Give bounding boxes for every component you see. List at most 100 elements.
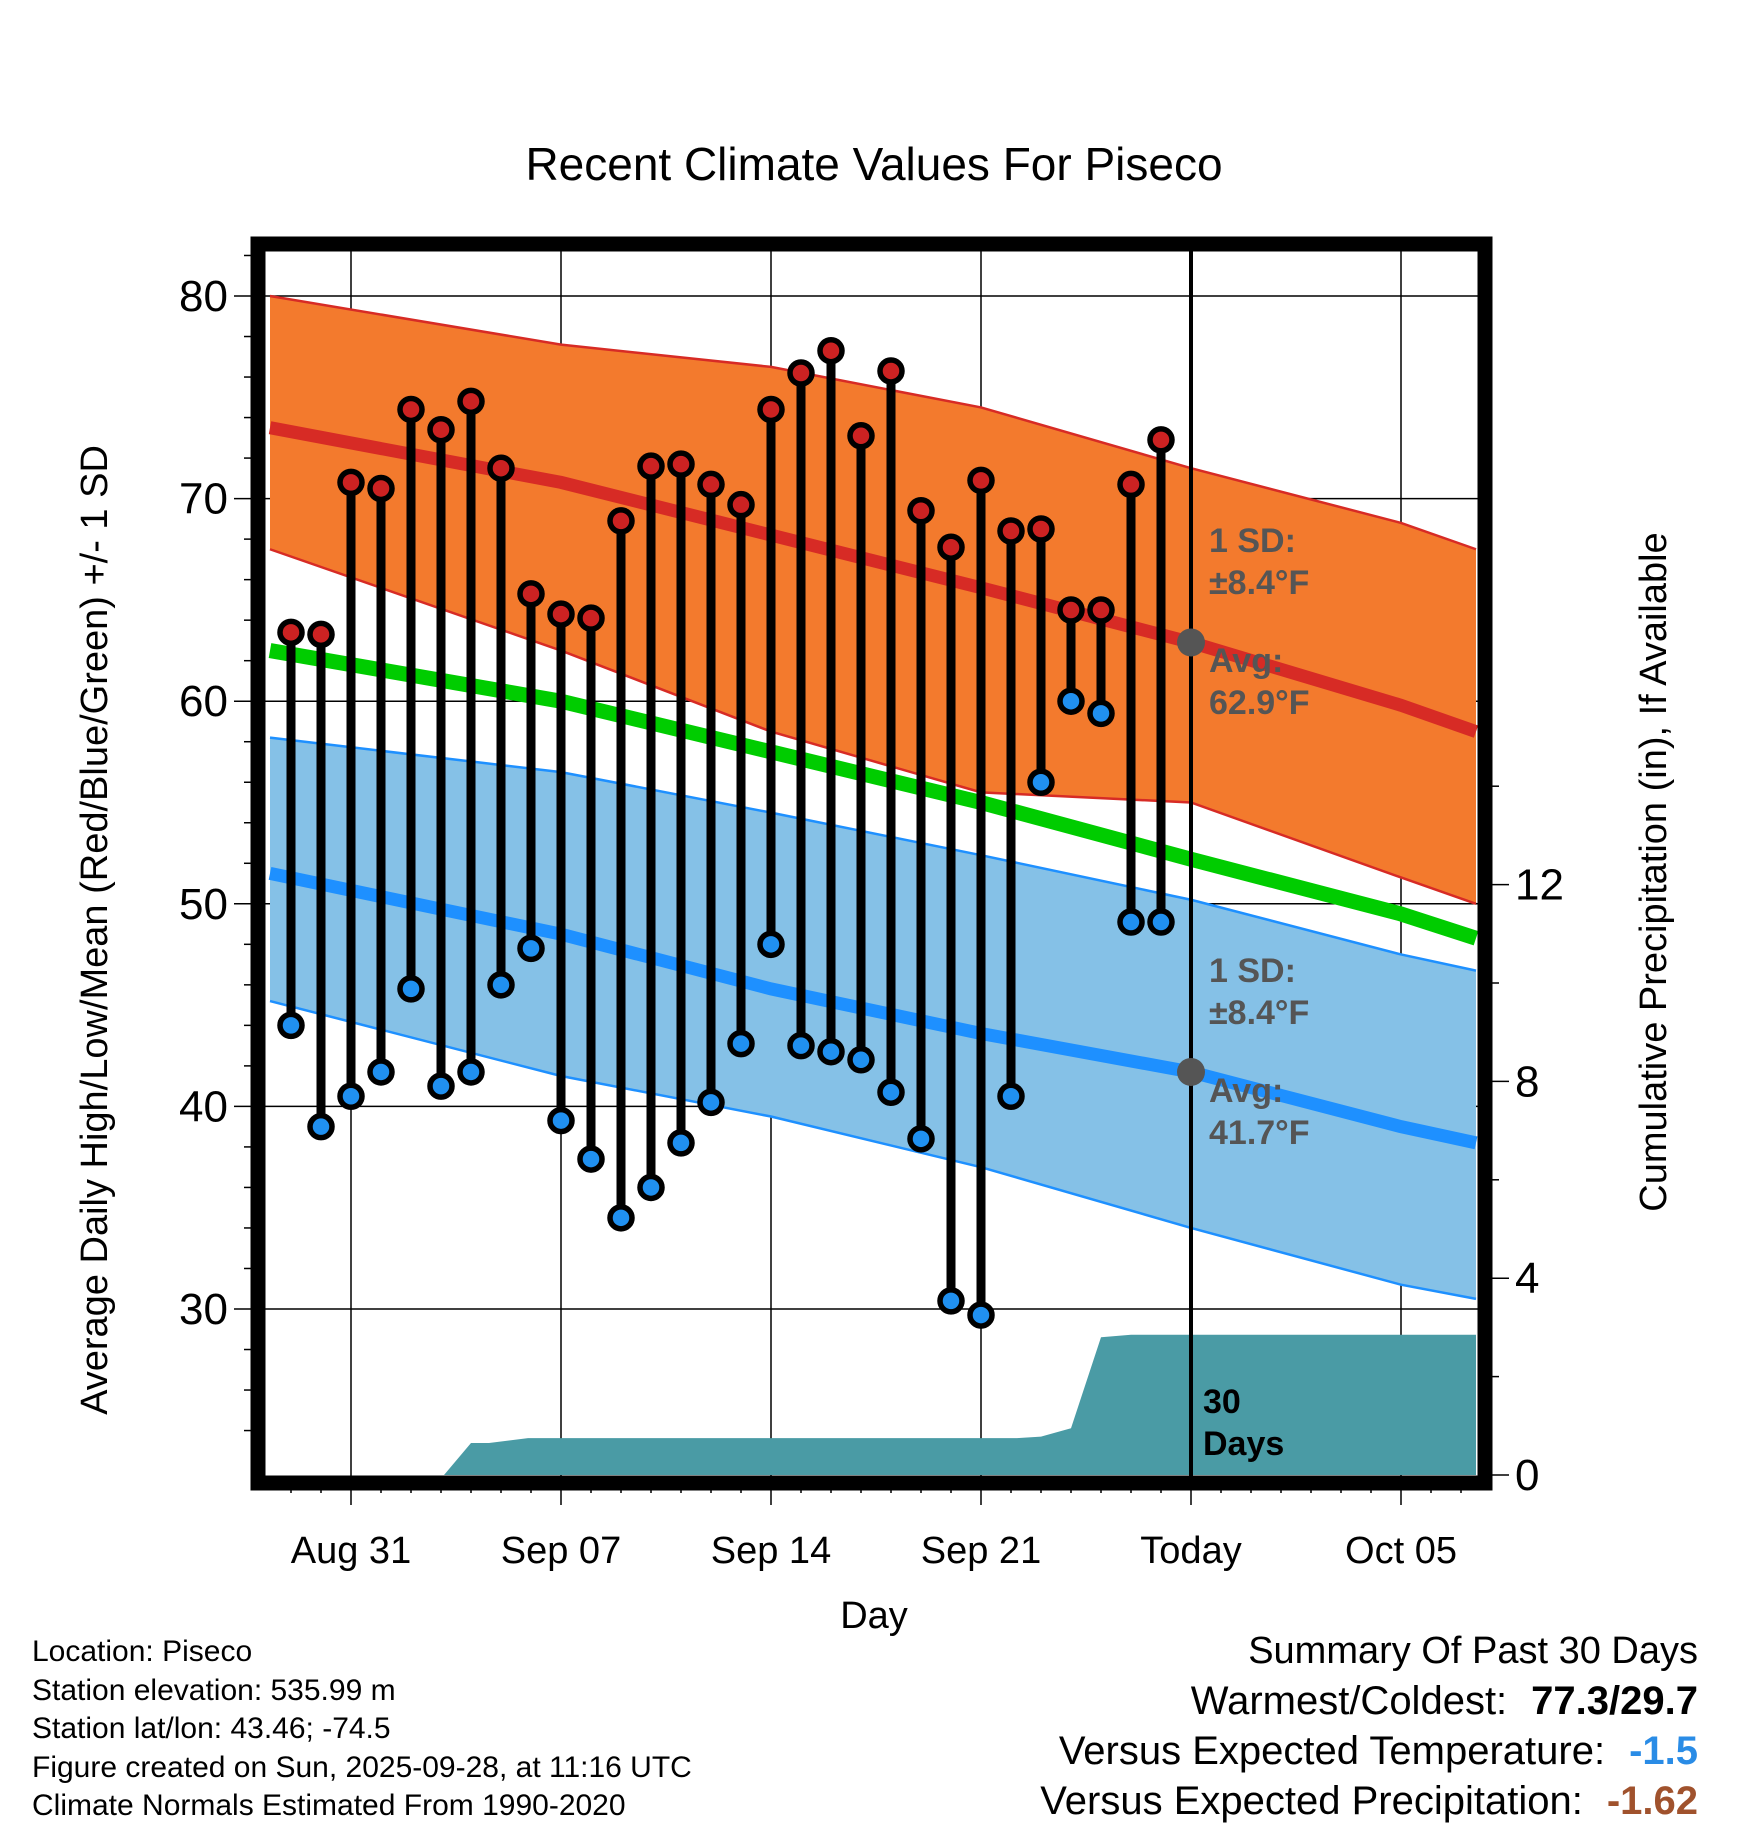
high-sd-annotation: 1 SD: — [1209, 522, 1296, 560]
low-point — [367, 1058, 395, 1086]
high-point — [757, 395, 785, 424]
high-point — [937, 533, 965, 561]
low-point — [727, 1029, 755, 1058]
low-point — [697, 1088, 725, 1117]
low-avg-annotation: Avg: — [1209, 1072, 1283, 1110]
high-point — [667, 450, 695, 478]
low-avg-value-annotation: 41.7°F — [1209, 1114, 1310, 1152]
temp-departure-label: Versus Expected Temperature: — [1058, 1729, 1606, 1773]
warm-cold-value: 77.3/29.7 — [1531, 1679, 1698, 1723]
low-point — [427, 1072, 455, 1100]
high-point — [367, 474, 395, 503]
high-point — [997, 517, 1025, 545]
x-tick-label: Aug 31 — [291, 1530, 411, 1572]
low-point — [397, 975, 425, 1003]
low-point — [847, 1046, 875, 1074]
high-point — [1027, 515, 1055, 543]
high-avg-value-annotation: 62.9°F — [1209, 684, 1310, 722]
high-point — [547, 600, 575, 628]
high-point — [877, 357, 905, 385]
low-point — [877, 1078, 905, 1106]
high-today-marker — [1177, 628, 1205, 657]
low-point — [517, 934, 545, 963]
x-tick-label: Sep 14 — [711, 1530, 831, 1572]
high-point — [487, 454, 515, 482]
location-text: Location: Piseco — [32, 1635, 253, 1668]
high-sd-upper-edge — [269, 294, 1477, 551]
high-point — [907, 497, 935, 525]
latlon-text: Station lat/lon: 43.46; -74.5 — [32, 1712, 391, 1745]
summary-heading: Summary Of Past 30 Days — [1248, 1630, 1698, 1672]
high-point — [967, 466, 995, 495]
x-axis-label: Day — [840, 1595, 908, 1637]
low-point — [337, 1082, 365, 1111]
high-point — [727, 490, 755, 519]
high-point — [637, 452, 665, 480]
high-point — [277, 618, 305, 647]
high-point — [337, 468, 365, 497]
precip-area — [270, 1334, 1476, 1475]
precip-departure-label: Versus Expected Precipitation: — [1040, 1779, 1583, 1823]
y-tick-label: 80 — [179, 272, 228, 321]
high-point — [517, 580, 545, 608]
high-point — [607, 507, 635, 535]
low-point — [907, 1125, 935, 1153]
axes: 30 40 50 60 70 80 0 4 8 12 Aug 31 Sep 07 Sep 14 Sep 2… — [179, 236, 1564, 1572]
y-tick-label: 40 — [179, 1082, 228, 1131]
low-point — [817, 1037, 845, 1066]
y2-tick-label: 8 — [1515, 1057, 1539, 1106]
period-days-label: Days — [1203, 1425, 1284, 1463]
station-info: Location: Piseco Station elevation: 535.… — [32, 1633, 692, 1826]
high-point — [697, 470, 725, 499]
low-point — [1057, 687, 1085, 715]
low-point — [937, 1287, 965, 1315]
plot-area: 1 SD: ±8.4°F Avg: 62.9°F 1 SD: ±8.4°F Avg: 41.7… — [258, 244, 1485, 1483]
y-tick-label: 30 — [179, 1285, 228, 1334]
low-point — [577, 1145, 605, 1173]
high-point — [427, 415, 455, 444]
low-today-marker — [1177, 1057, 1205, 1086]
chart-title: Recent Climate Values For Piseco — [525, 138, 1222, 190]
low-point — [547, 1106, 575, 1135]
low-point — [1087, 699, 1115, 728]
high-point — [307, 620, 335, 649]
low-point — [787, 1031, 815, 1060]
x-tick-label: Oct 05 — [1345, 1530, 1457, 1572]
high-point — [397, 395, 425, 424]
high-sd-value-annotation: ±8.4°F — [1209, 564, 1309, 602]
high-point — [1117, 470, 1145, 499]
period-days-number: 30 — [1203, 1383, 1241, 1421]
y-tick-label: 60 — [179, 677, 228, 726]
low-point — [997, 1082, 1025, 1111]
high-avg-annotation: Avg: — [1209, 642, 1283, 680]
low-point — [457, 1058, 485, 1086]
low-point — [1147, 908, 1175, 936]
y2-tick-label: 0 — [1515, 1451, 1539, 1500]
elevation-text: Station elevation: 535.99 m — [32, 1673, 396, 1707]
high-point — [457, 387, 485, 416]
low-point — [307, 1112, 335, 1141]
y2-axis-label: Cumulative Precipitation (in), If Availa… — [1633, 532, 1675, 1211]
high-point — [787, 359, 815, 387]
high-point — [1087, 596, 1115, 624]
warm-cold-label: Warmest/Coldest: — [1190, 1679, 1508, 1723]
y-tick-label: 70 — [179, 475, 228, 524]
y-axis-label: Average Daily High/Low/Mean (Red/Blue/Gr… — [74, 445, 116, 1415]
summary-panel: Summary Of Past 30 Days Warmest/Coldest:… — [1040, 1626, 1698, 1826]
low-point — [487, 971, 515, 999]
high-point — [1147, 426, 1175, 454]
high-sd-band — [270, 296, 1476, 904]
x-tick-label: Today — [1140, 1530, 1241, 1572]
high-point — [577, 604, 605, 632]
low-point — [667, 1129, 695, 1157]
low-point — [1117, 908, 1145, 936]
low-point — [967, 1301, 995, 1329]
high-point — [817, 336, 845, 365]
precip-departure-value: -1.62 — [1606, 1779, 1698, 1823]
y-tick-label: 50 — [179, 880, 228, 929]
low-point — [607, 1204, 635, 1232]
low-sd-annotation: 1 SD: — [1209, 952, 1296, 990]
y2-tick-label: 12 — [1515, 861, 1564, 910]
temp-departure-value: -1.5 — [1629, 1729, 1698, 1773]
